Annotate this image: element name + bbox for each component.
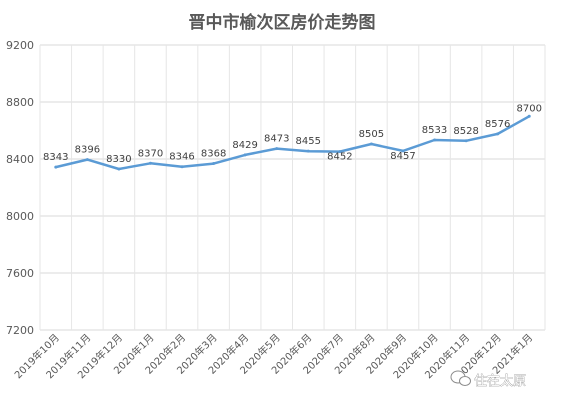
plot-area — [54, 114, 531, 171]
data-label: 8346 — [169, 152, 194, 163]
data-label: 8455 — [296, 136, 321, 147]
grid — [39, 44, 546, 331]
y-axis: 9200 8800 8400 8000 7600 7200 — [6, 39, 34, 337]
y-tick-label: 8800 — [6, 96, 34, 109]
data-label: 8343 — [43, 152, 68, 163]
y-tick-label: 7600 — [6, 267, 34, 280]
data-point — [306, 149, 310, 153]
chart-title: 晋中市榆次区房价走势图 — [189, 12, 376, 33]
data-label: 8429 — [232, 140, 257, 151]
data-point — [401, 149, 405, 153]
data-label: 8330 — [106, 154, 131, 165]
data-point — [212, 162, 216, 166]
data-point — [117, 167, 121, 171]
y-tick-label: 7200 — [6, 324, 34, 337]
data-point — [180, 165, 184, 169]
wechat-icon — [450, 370, 471, 386]
data-label: 8533 — [422, 125, 447, 136]
data-point — [496, 132, 500, 136]
data-label: 8396 — [75, 145, 100, 156]
series-line — [54, 115, 531, 171]
data-label: 8576 — [485, 119, 510, 130]
data-label: 8528 — [453, 126, 478, 137]
data-label: 8505 — [359, 129, 384, 140]
y-tick-label: 9200 — [6, 39, 34, 52]
watermark: 住在太原 — [450, 370, 526, 389]
y-tick-label: 8000 — [6, 210, 34, 223]
data-point — [338, 150, 342, 154]
data-label: 8452 — [327, 152, 352, 163]
data-point — [54, 165, 58, 169]
data-point — [527, 114, 531, 118]
data-point — [243, 153, 247, 157]
data-label: 8473 — [264, 134, 289, 145]
data-point — [369, 142, 373, 146]
data-point — [275, 147, 279, 151]
data-labels: 8343 8396 8330 8370 8346 8368 8429 8473 8455 8452… — [43, 103, 542, 165]
watermark-text: 住在太原 — [474, 374, 526, 389]
data-label: 8368 — [201, 149, 226, 160]
data-label: 8370 — [138, 148, 163, 159]
data-point — [433, 138, 437, 142]
data-point — [148, 161, 152, 165]
y-tick-label: 8400 — [6, 153, 34, 166]
data-label: 8457 — [390, 151, 415, 162]
data-point — [85, 158, 89, 162]
data-point — [464, 139, 468, 143]
data-label: 8700 — [516, 103, 541, 114]
